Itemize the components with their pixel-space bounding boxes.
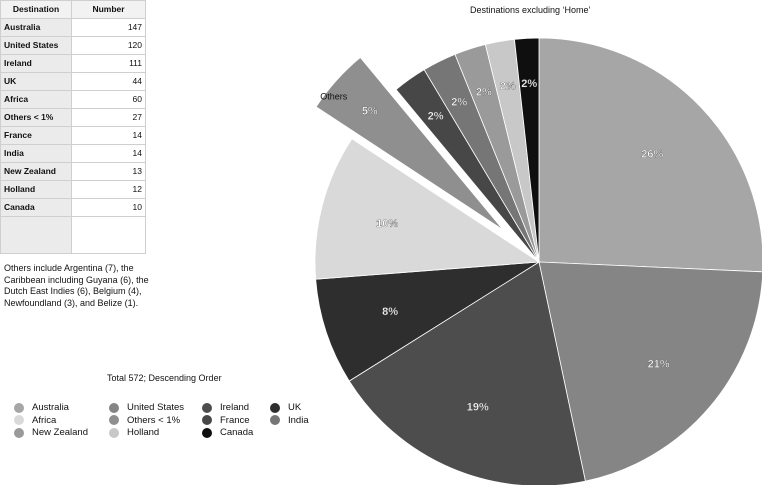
pie-slice-australia	[538, 37, 762, 273]
legend-item-france: France	[202, 415, 250, 426]
destination-cell: Ireland	[0, 54, 72, 73]
chart-title: Destinations excluding ‘Home’	[470, 5, 591, 15]
destination-cell: New Zealand	[0, 162, 72, 181]
pie-slice-uk	[315, 261, 540, 382]
others-annotation: Others	[320, 92, 348, 102]
legend-label: Canada	[220, 427, 254, 438]
others-note: Others include Argentina (7), the Caribb…	[4, 263, 149, 308]
pie-label-france: 2%	[428, 111, 444, 123]
legend-swatch	[14, 427, 24, 438]
legend-label: Holland	[127, 427, 160, 438]
table-empty-row	[0, 216, 146, 254]
pie-slice-others-1	[315, 56, 504, 231]
pie-label-ireland: 19%	[467, 401, 489, 413]
legend-item-others-1: Others < 1%	[109, 415, 180, 426]
pie-slice-africa	[314, 138, 541, 280]
destination-cell: Holland	[0, 180, 72, 199]
destinations-table: Destination Number Australia 147 United S…	[0, 0, 146, 254]
table-row: Canada 10	[0, 198, 146, 217]
legend-label: UK	[288, 402, 302, 413]
legend-label: India	[288, 414, 309, 426]
legend-swatch	[109, 415, 119, 425]
destination-cell: United States	[0, 36, 72, 55]
legend-swatch	[14, 402, 24, 413]
destination-cell: Others < 1%	[0, 108, 72, 127]
table-row: UK 44	[0, 72, 146, 91]
pie-slice-united-states	[538, 261, 762, 482]
number-cell: 120	[71, 36, 146, 55]
legend-swatch	[109, 427, 119, 438]
number-cell: 60	[71, 90, 146, 109]
legend-item-africa: Africa	[14, 415, 56, 426]
number-cell: 12	[71, 180, 146, 199]
pie-slice-ireland	[348, 261, 586, 485]
legend-swatch	[270, 402, 280, 413]
legend-label: France	[220, 414, 250, 426]
table-row: United States 120	[0, 36, 146, 55]
number-cell: 13	[71, 162, 146, 181]
legend-item-canada: Canada	[202, 427, 253, 438]
pie-label-africa: 10%	[376, 218, 398, 230]
total-label: Total 572; Descending Order	[107, 373, 222, 383]
pie-label-others-1: 5%	[362, 105, 378, 117]
legend-label: New Zealand	[32, 427, 88, 438]
legend-swatch	[109, 402, 119, 413]
pie-label-united-states: 21%	[648, 358, 670, 370]
pie-slice-canada	[514, 37, 540, 263]
legend-item-new-zealand: New Zealand	[14, 427, 88, 438]
pie-label-uk: 8%	[382, 306, 398, 318]
legend-item-holland: Holland	[109, 427, 159, 438]
column-header-destination: Destination	[0, 0, 72, 19]
legend-item-ireland: Ireland	[202, 402, 249, 413]
legend-item-australia: Australia	[14, 402, 69, 413]
legend-item-united-states: United States	[109, 402, 184, 413]
table-header-row: Destination Number	[0, 0, 146, 19]
legend-item-uk: UK	[270, 402, 301, 413]
table-row: Holland 12	[0, 180, 146, 199]
pie-label-holland: 2%	[500, 81, 516, 93]
pie-label-canada: 2%	[521, 78, 537, 90]
column-header-number: Number	[71, 0, 146, 19]
pie-label-india: 2%	[451, 97, 467, 109]
legend-swatch	[202, 427, 212, 438]
table-row: New Zealand 13	[0, 162, 146, 181]
destination-cell: India	[0, 144, 72, 163]
number-cell: 111	[71, 54, 146, 73]
pie-label-australia: 26%	[641, 149, 663, 161]
legend-label: Australia	[32, 402, 69, 413]
pie-label-new-zealand: 2%	[476, 87, 492, 99]
destination-cell: Africa	[0, 90, 72, 109]
table-row: Ireland 111	[0, 54, 146, 73]
number-cell: 27	[71, 108, 146, 127]
legend-label: United States	[127, 402, 185, 413]
legend-swatch	[202, 415, 212, 425]
number-cell: 14	[71, 126, 146, 145]
legend-label: Others < 1%	[127, 414, 181, 426]
legend-label: Ireland	[220, 402, 250, 413]
destination-cell: UK	[0, 72, 72, 91]
legend-swatch	[270, 415, 280, 425]
table-row: Africa 60	[0, 90, 146, 109]
legend-swatch	[14, 415, 24, 425]
number-cell: 10	[71, 198, 146, 217]
table-row: Others < 1% 27	[0, 108, 146, 127]
legend-label: Africa	[32, 414, 57, 426]
legend-item-india: India	[270, 415, 309, 426]
legend-swatch	[202, 402, 212, 413]
